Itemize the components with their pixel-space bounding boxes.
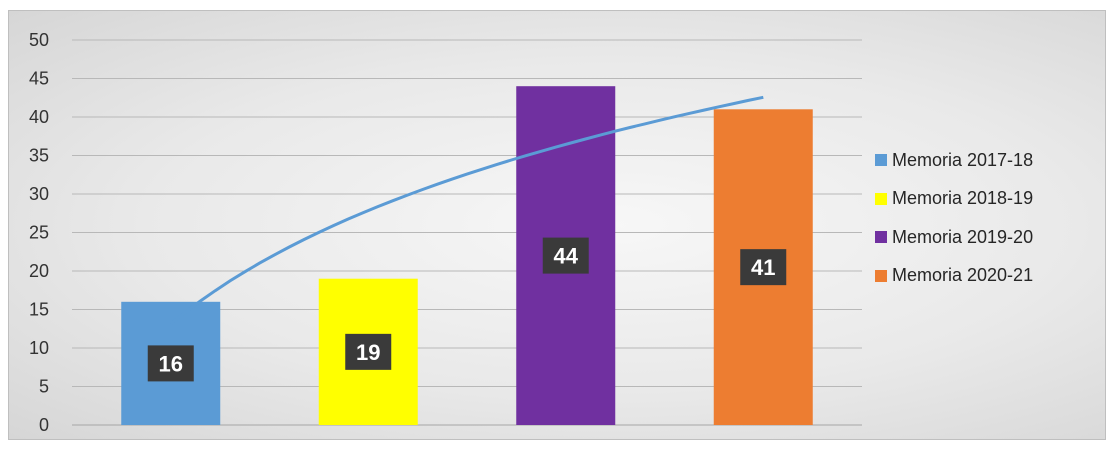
data-label-box	[740, 249, 787, 286]
legend-swatch	[875, 231, 887, 243]
data-label-box	[542, 237, 589, 274]
y-tick-label: 30	[29, 184, 49, 204]
legend-label: Memoria 2018-19	[892, 188, 1034, 208]
legend-label: Memoria 2019-20	[892, 226, 1034, 247]
legend-item: Memoria 2019-20	[875, 227, 1033, 247]
y-tick-label: 50	[29, 30, 49, 50]
trendline-path	[169, 95, 764, 325]
legend-item: Memoria 2018-19	[875, 188, 1034, 209]
y-tick-label: 10	[29, 338, 49, 358]
y-tick-label: 15	[29, 300, 49, 320]
bars	[121, 86, 813, 426]
y-tick-label: 0	[39, 415, 49, 435]
data-label: 16	[159, 351, 183, 376]
data-label-box	[345, 333, 392, 370]
legend-swatch	[875, 269, 887, 282]
data-label: 44	[554, 244, 579, 269]
data-label: 19	[356, 340, 380, 365]
y-axis-labels: 0 5 10 15 20 25 30 35 40 45 50	[29, 30, 49, 435]
legend-item: Memoria 2020-21	[875, 265, 1034, 286]
data-labels: 16 19 44 41	[147, 237, 787, 382]
legend-swatch	[875, 154, 887, 166]
legend: Memoria 2017-18 Memoria 2018-19 Memoria …	[875, 150, 1033, 304]
legend-item: Memoria 2017-18	[875, 150, 1033, 170]
y-tick-label: 40	[29, 107, 49, 127]
trendline	[169, 95, 764, 325]
legend-label: Memoria 2017-18	[892, 149, 1034, 170]
y-tick-label: 20	[29, 261, 49, 281]
y-tick-label: 35	[29, 146, 49, 166]
y-tick-label: 25	[29, 223, 49, 243]
data-label: 41	[751, 255, 775, 280]
legend-swatch	[875, 192, 887, 205]
y-tick-label: 5	[39, 377, 49, 397]
y-tick-label: 45	[29, 69, 49, 89]
data-label-box	[147, 345, 194, 382]
legend-label: Memoria 2020-21	[892, 265, 1034, 285]
